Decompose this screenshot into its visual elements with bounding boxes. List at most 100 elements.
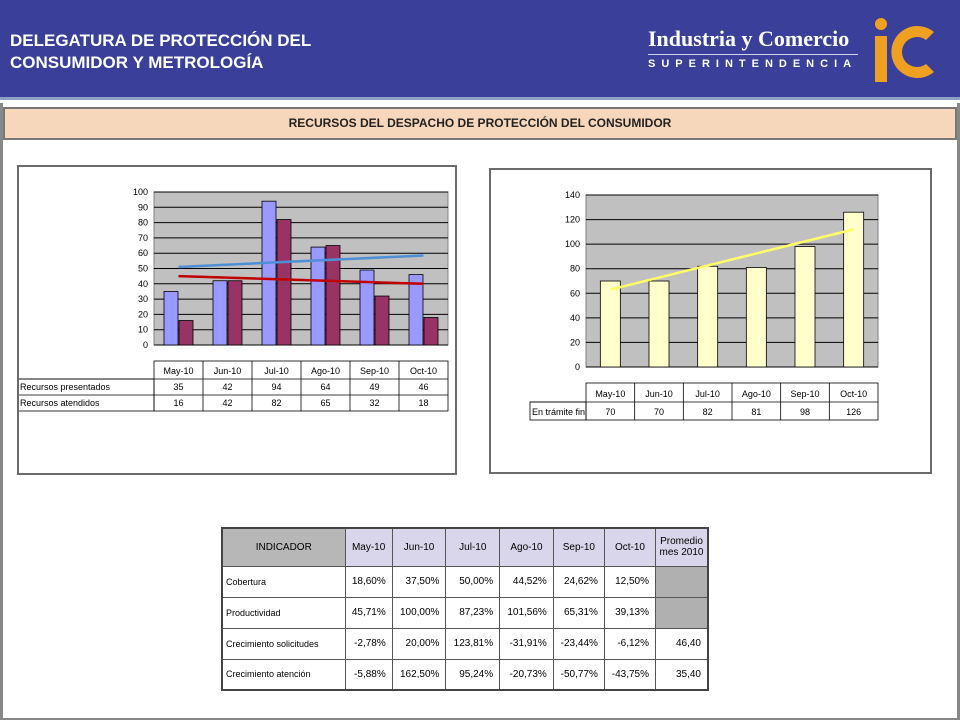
data-label: 94 <box>271 382 281 392</box>
indicator-header-month: Jun-10 <box>391 527 447 567</box>
brand-divider <box>648 54 858 55</box>
indicator-value: 18,60% <box>344 565 393 598</box>
y-tick-label: 10 <box>138 325 148 335</box>
brand-name: Industria y Comercio <box>648 26 850 51</box>
x-tick-label: Sep-10 <box>360 366 389 376</box>
bar <box>212 280 228 346</box>
data-label: 70 <box>654 407 664 417</box>
data-label: 64 <box>320 382 330 392</box>
indicator-value: 101,56% <box>499 596 554 629</box>
x-tick-label: Jul-10 <box>264 366 289 376</box>
bar <box>408 274 424 346</box>
data-label: 81 <box>751 407 761 417</box>
indicator-value: -23,44% <box>552 627 605 660</box>
indicator-average: 46,40 <box>655 627 709 660</box>
data-label: 46 <box>418 382 428 392</box>
brand-subtitle: SUPERINTENDENCIA <box>648 58 858 70</box>
indicator-average: 35,40 <box>655 658 709 691</box>
legend-entry: En trámite fin <box>532 407 585 417</box>
indicator-value: 162,50% <box>391 658 447 691</box>
indicator-value: 37,50% <box>391 565 447 598</box>
sic-logo-icon <box>875 18 934 82</box>
indicator-header-label: INDICADOR <box>221 527 346 567</box>
y-tick-label: 40 <box>138 279 148 289</box>
indicator-value: -5,88% <box>344 658 393 691</box>
indicator-average <box>655 596 709 629</box>
bar <box>227 280 243 346</box>
indicator-name: Crecimiento atención <box>221 658 346 691</box>
bar <box>325 245 341 346</box>
bar <box>697 265 719 368</box>
indicator-header-month: Oct-10 <box>603 527 657 567</box>
indicator-value: -20,73% <box>499 658 554 691</box>
indicator-header-month: Sep-10 <box>552 527 605 567</box>
bar <box>261 200 277 346</box>
indicator-header-average-line2: mes 2010 <box>659 547 704 559</box>
indicator-name: Productividad <box>221 596 346 629</box>
bar <box>359 269 375 346</box>
trendline <box>610 228 854 291</box>
x-tick-label: Jul-10 <box>695 389 720 399</box>
indicator-value: 123,81% <box>445 627 501 660</box>
indicator-name: Crecimiento solicitudes <box>221 627 346 660</box>
bar <box>276 219 292 346</box>
trendline <box>178 274 424 286</box>
bar <box>794 246 816 368</box>
y-tick-label: 60 <box>570 288 580 298</box>
x-tick-label: Jun-10 <box>645 389 673 399</box>
indicator-value: 44,52% <box>499 565 554 598</box>
section-banner-text: RECURSOS DEL DESPACHO DE PROTECCIÓN DEL … <box>288 116 672 130</box>
bar <box>423 317 439 346</box>
indicator-value: 95,24% <box>445 658 501 691</box>
data-label: 70 <box>605 407 615 417</box>
indicator-header-month: May-10 <box>344 527 393 567</box>
indicator-table: INDICADOR May-10 Jun-10 Jul-10 Ago-10 Se… <box>221 527 709 691</box>
indicator-value: 100,00% <box>391 596 447 629</box>
trendline <box>178 254 424 269</box>
indicator-value: 87,23% <box>445 596 501 629</box>
y-tick-label: 100 <box>133 187 148 197</box>
y-tick-label: 30 <box>138 294 148 304</box>
table-row: Productividad 45,71% 100,00% 87,23% 101,… <box>221 596 709 629</box>
indicator-header-average: Promedio mes 2010 <box>655 527 709 567</box>
y-tick-label: 20 <box>570 337 580 347</box>
data-label: 35 <box>173 382 183 392</box>
table-row: Cobertura 18,60% 37,50% 50,00% 44,52% 24… <box>221 565 709 598</box>
section-banner: RECURSOS DEL DESPACHO DE PROTECCIÓN DEL … <box>3 107 957 140</box>
data-label: 82 <box>703 407 713 417</box>
data-label: 42 <box>222 382 232 392</box>
page-title-line-2: CONSUMIDOR Y METROLOGÍA <box>10 53 264 72</box>
data-label: 82 <box>271 398 281 408</box>
y-tick-label: 100 <box>565 239 580 249</box>
x-tick-label: Oct-10 <box>410 366 437 376</box>
data-label: 32 <box>369 398 379 408</box>
chart-recursos: 0 10 20 30 40 50 60 70 80 90 100 May-10 Jun-10 Jul-10… <box>17 187 449 412</box>
x-tick-label: Oct-10 <box>840 389 867 399</box>
table-row: Crecimiento atención -5,88% 162,50% 95,2… <box>221 658 709 691</box>
y-tick-label: 50 <box>138 264 148 274</box>
bar <box>374 295 390 346</box>
data-label: 18 <box>418 398 428 408</box>
x-tick-label: May-10 <box>595 389 625 399</box>
chart-en-tramite: 0 20 40 60 80 100 120 140 May-10 Jun-10 Jul-10 Ago-… <box>529 190 879 421</box>
bar <box>648 280 670 368</box>
indicator-value: 12,50% <box>603 565 657 598</box>
indicator-header-month: Ago-10 <box>499 527 554 567</box>
bar <box>178 320 194 346</box>
bar <box>163 291 179 346</box>
bar <box>745 267 767 368</box>
indicator-value: 20,00% <box>391 627 447 660</box>
x-tick-label: Ago-10 <box>742 389 771 399</box>
y-tick-label: 0 <box>575 362 580 372</box>
indicator-value: 50,00% <box>445 565 501 598</box>
y-tick-label: 80 <box>570 264 580 274</box>
header-bar: DELEGATURA DE PROTECCIÓN DEL CONSUMIDOR … <box>0 0 960 100</box>
indicator-value: -31,91% <box>499 627 554 660</box>
data-label: 65 <box>320 398 330 408</box>
y-tick-label: 120 <box>565 215 580 225</box>
indicator-value: -2,78% <box>344 627 393 660</box>
x-tick-label: Sep-10 <box>790 389 819 399</box>
y-tick-label: 20 <box>138 309 148 319</box>
slide-content: RECURSOS DEL DESPACHO DE PROTECCIÓN DEL … <box>0 103 960 720</box>
indicator-value: 45,71% <box>344 596 393 629</box>
